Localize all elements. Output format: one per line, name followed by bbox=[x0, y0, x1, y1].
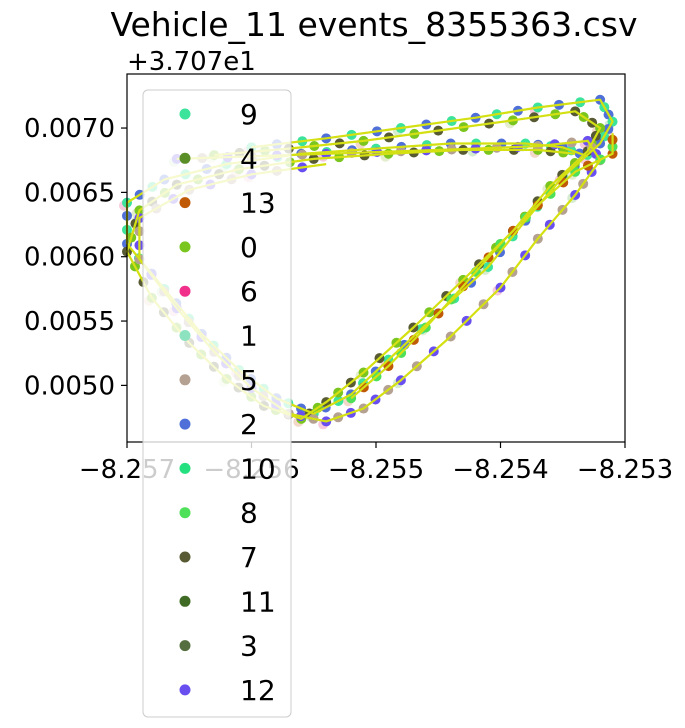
legend-marker bbox=[179, 684, 191, 696]
legend-marker bbox=[179, 152, 191, 164]
track-line bbox=[350, 133, 614, 400]
legend-marker bbox=[179, 108, 191, 120]
legend-marker bbox=[179, 551, 191, 563]
y-tick-label: 0.0070 bbox=[24, 114, 115, 144]
y-tick-label: 0.0060 bbox=[24, 243, 115, 273]
legend-label: 7 bbox=[240, 541, 258, 574]
y-axis: 0.0050 0.0055 0.0060 0.0065 0.0070 bbox=[24, 114, 127, 401]
legend-label: 10 bbox=[240, 452, 276, 485]
legend-label: 12 bbox=[240, 674, 276, 707]
legend-marker bbox=[179, 374, 191, 386]
legend-marker bbox=[179, 462, 191, 474]
legend-label: 1 bbox=[240, 320, 258, 353]
y-tick-label: 0.0055 bbox=[24, 307, 115, 337]
y-tick-label: 0.0050 bbox=[24, 371, 115, 401]
legend-label: 11 bbox=[240, 585, 276, 618]
legend: 9 4 13 0 6 1 5 2 10 8 7 11 3 12 bbox=[142, 89, 292, 718]
legend-label: 5 bbox=[240, 364, 258, 397]
chart-title: Vehicle_11 events_8355363.csv bbox=[110, 5, 637, 44]
legend-marker bbox=[179, 330, 191, 341]
y-tick-label: 0.0065 bbox=[24, 178, 115, 208]
track-lines-layer bbox=[125, 98, 614, 423]
x-tick-label: −8.253 bbox=[577, 455, 673, 485]
legend-label: 9 bbox=[240, 98, 258, 131]
legend-label: 3 bbox=[240, 630, 258, 663]
legend-marker bbox=[179, 241, 191, 253]
legend-label: 6 bbox=[240, 275, 258, 308]
legend-marker bbox=[179, 418, 191, 430]
legend-label: 4 bbox=[240, 142, 258, 175]
legend-label: 0 bbox=[240, 231, 258, 264]
legend-marker bbox=[179, 197, 191, 209]
legend-marker bbox=[179, 595, 191, 607]
y-offset-text: +3.707e1 bbox=[127, 47, 256, 77]
x-tick-label: −8.254 bbox=[452, 455, 548, 485]
x-tick-label: −8.255 bbox=[328, 455, 424, 485]
legend-marker bbox=[179, 640, 191, 652]
legend-label: 13 bbox=[240, 187, 276, 220]
track-line bbox=[125, 98, 614, 415]
legend-label: 2 bbox=[240, 408, 258, 441]
legend-marker bbox=[179, 285, 191, 297]
legend-items: 9 4 13 0 6 1 5 2 10 8 7 11 3 12 bbox=[179, 98, 276, 707]
legend-box bbox=[142, 89, 292, 718]
track-line bbox=[138, 139, 602, 423]
legend-label: 8 bbox=[240, 497, 258, 530]
legend-marker bbox=[179, 507, 191, 519]
